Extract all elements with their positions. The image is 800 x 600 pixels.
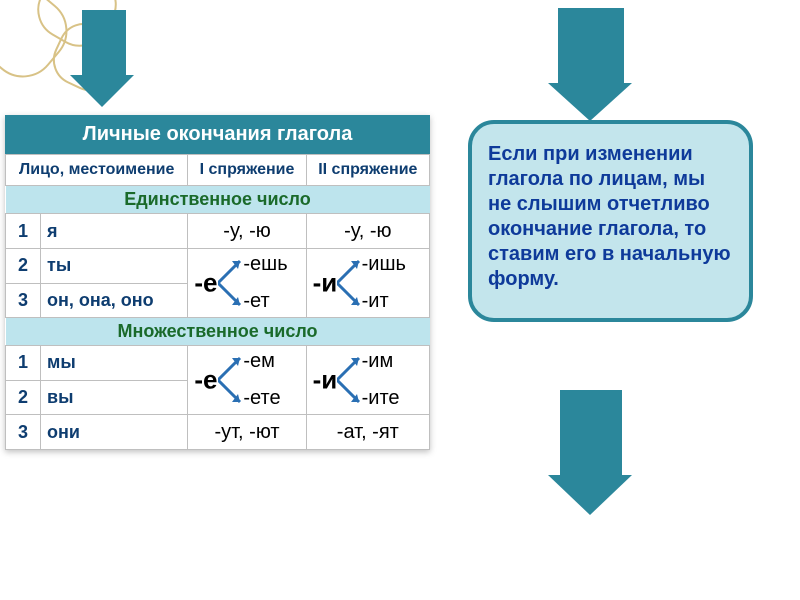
ending: -ите xyxy=(362,387,425,410)
split-arrows-icon xyxy=(218,352,244,408)
ending: -ет xyxy=(243,290,301,313)
cell-end: -ат, -ят xyxy=(306,415,429,450)
cell-pron: мы xyxy=(41,346,188,381)
arrow-down-right-head xyxy=(548,83,632,121)
split-arrows-icon xyxy=(337,352,363,408)
split-arrows-icon xyxy=(337,255,363,311)
cell-num: 3 xyxy=(6,283,41,318)
cell-num: 3 xyxy=(6,415,41,450)
cell-end: -ут, -ют xyxy=(188,415,306,450)
cell-pron: он, она, оно xyxy=(41,283,188,318)
cell-end-split: -е -ем -ете xyxy=(188,346,306,415)
row-plur-3: 3 они -ут, -ют -ат, -ят xyxy=(6,415,430,450)
letter-e: -е xyxy=(194,365,217,396)
ending: -ишь xyxy=(362,253,425,276)
ending: -ит xyxy=(362,290,425,313)
letter-i: -и xyxy=(313,268,338,299)
cell-pron: ты xyxy=(41,249,188,284)
section-plural: Множественное число xyxy=(6,318,430,346)
ending: -им xyxy=(362,350,425,373)
arrow-down-right-stem xyxy=(558,8,624,89)
cell-end: -у, -ю xyxy=(188,214,306,249)
section-singular: Единственное число xyxy=(6,186,430,214)
arrow-down-bottom-stem xyxy=(560,390,622,481)
letter-i: -и xyxy=(313,365,338,396)
cell-end-split: -е -ешь -ет xyxy=(188,249,306,318)
cell-num: 2 xyxy=(6,380,41,415)
col-conj-2: II спряжение xyxy=(306,155,429,186)
row-sing-1: 1 я -у, -ю -у, -ю xyxy=(6,214,430,249)
callout-box: Если при изменении глагола по лицам, мы … xyxy=(468,120,753,322)
split-arrows-icon xyxy=(218,255,244,311)
ending: -ем xyxy=(243,350,301,373)
cell-num: 2 xyxy=(6,249,41,284)
cell-end-split: -и -ишь -ит xyxy=(306,249,429,318)
cell-end: -у, -ю xyxy=(306,214,429,249)
cell-num: 1 xyxy=(6,214,41,249)
row-plur-1: 1 мы -е -ем -ете xyxy=(6,346,430,381)
col-person: Лицо, местоимение xyxy=(6,155,188,186)
ending: -ешь xyxy=(243,253,301,276)
cell-end-split: -и -им -ите xyxy=(306,346,429,415)
col-conj-1: I спряжение xyxy=(188,155,306,186)
letter-e: -е xyxy=(194,268,217,299)
ending: -ете xyxy=(243,387,301,410)
arrow-down-left-stem xyxy=(82,10,126,81)
cell-pron: вы xyxy=(41,380,188,415)
conjugation-table-card: Личные окончания глагола Лицо, местоимен… xyxy=(5,115,430,450)
table-title: Личные окончания глагола xyxy=(5,115,430,154)
cell-pron: я xyxy=(41,214,188,249)
arrow-down-left-head xyxy=(70,75,134,107)
conjugation-table: Лицо, местоимение I спряжение II спряжен… xyxy=(5,154,430,450)
row-sing-2: 2 ты -е -ешь -ет xyxy=(6,249,430,284)
cell-num: 1 xyxy=(6,346,41,381)
arrow-down-bottom-head xyxy=(548,475,632,515)
cell-pron: они xyxy=(41,415,188,450)
